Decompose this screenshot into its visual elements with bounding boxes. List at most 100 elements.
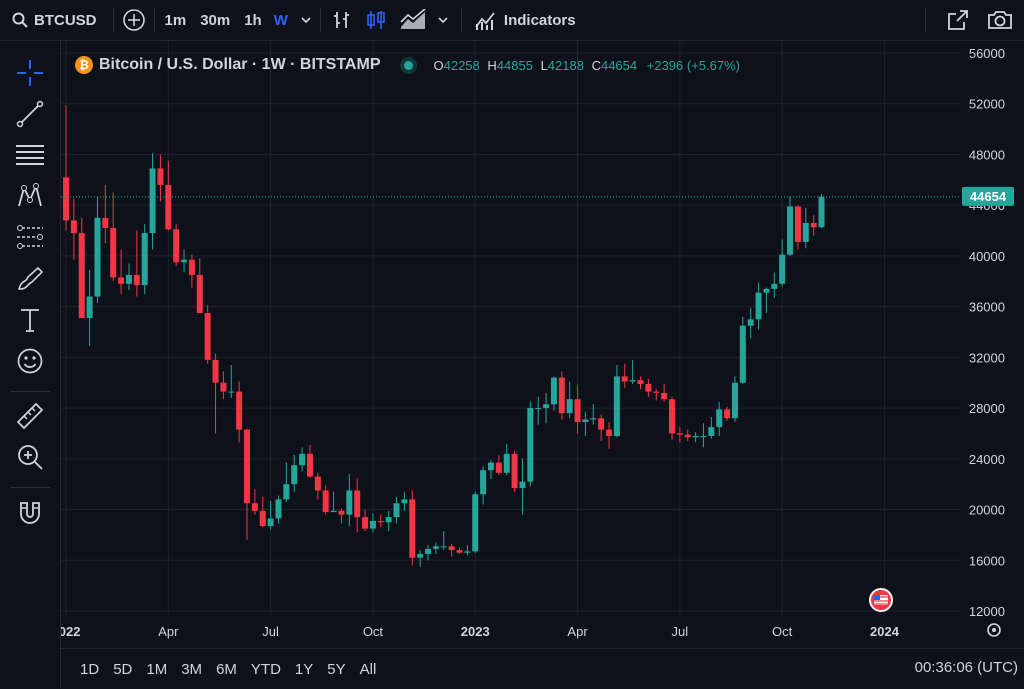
candle: [362, 509, 369, 532]
range-3m[interactable]: 3M: [181, 660, 203, 678]
zoom-tool[interactable]: [14, 441, 46, 473]
symbol-title[interactable]: Bitcoin / U.S. Dollar · 1W · BITSTAMP: [99, 56, 381, 73]
candle-body: [716, 409, 723, 428]
ruler-tool[interactable]: [14, 400, 46, 432]
bar-style-button[interactable]: [331, 0, 353, 40]
price-axis[interactable]: 5600052000480004400040000360003200028000…: [969, 46, 1005, 619]
interval-w[interactable]: W: [274, 0, 288, 40]
candle: [417, 550, 424, 567]
candle-body: [558, 377, 565, 414]
projection-tool[interactable]: [14, 221, 46, 253]
divider: [112, 8, 114, 32]
candle: [244, 428, 251, 540]
fib-tool[interactable]: [14, 139, 46, 171]
interval-1h[interactable]: 1h: [244, 0, 262, 40]
candle: [63, 104, 69, 231]
candle-body: [668, 399, 675, 434]
candle-body: [244, 429, 251, 504]
indicators-button[interactable]: Indicators: [474, 0, 576, 40]
candle-body: [519, 481, 526, 488]
trendline-tool[interactable]: [14, 98, 46, 130]
range-6m[interactable]: 6M: [216, 660, 237, 678]
candle: [684, 429, 691, 442]
candle: [393, 496, 400, 524]
range-1m[interactable]: 1M: [146, 660, 168, 678]
text-tool[interactable]: [14, 304, 46, 336]
candle-body: [275, 499, 282, 519]
chart-type-dropdown[interactable]: [437, 0, 449, 40]
candle-body: [574, 399, 581, 423]
divider: [10, 391, 50, 392]
candle: [700, 423, 707, 448]
magnet-tool[interactable]: [14, 497, 46, 529]
drawing-toolbar: [0, 41, 61, 688]
market-status-dot[interactable]: [404, 60, 414, 70]
candle-body: [409, 499, 416, 558]
y-tick-label: 20000: [969, 503, 1005, 518]
candle: [275, 495, 282, 524]
candle: [369, 513, 376, 533]
snapshot-button[interactable]: [986, 0, 1014, 40]
compare-button[interactable]: [122, 0, 146, 40]
pattern-tool[interactable]: [14, 180, 46, 212]
candle: [692, 432, 699, 443]
candle: [676, 427, 683, 443]
emoji-tool[interactable]: [14, 345, 46, 377]
candle-body: [417, 553, 424, 558]
candle: [110, 192, 117, 282]
candle: [621, 363, 628, 388]
fullscreen-icon: [948, 10, 968, 30]
candle: [70, 198, 77, 260]
candle-body: [779, 254, 786, 284]
us-flag-button[interactable]: [869, 588, 893, 612]
candle-body: [598, 418, 605, 430]
candle: [645, 378, 652, 397]
interval-30m[interactable]: 30m: [200, 0, 230, 40]
interval-1m[interactable]: 1m: [165, 0, 187, 40]
candle: [118, 249, 125, 294]
y-tick-label: 36000: [969, 300, 1005, 315]
candle: [409, 490, 416, 566]
range-ytd[interactable]: YTD: [250, 660, 281, 678]
symbol-search[interactable]: BTCUSD: [12, 0, 97, 40]
close-label: C: [591, 57, 601, 73]
range-1d[interactable]: 1D: [80, 660, 100, 678]
range-1y[interactable]: 1Y: [294, 660, 314, 678]
candle-body: [63, 177, 69, 221]
flag-canton: [874, 595, 880, 600]
candle: [377, 514, 384, 528]
price-chart[interactable]: 5600052000480004400040000360003200028000…: [61, 41, 1024, 647]
candle: [165, 160, 172, 231]
candle: [346, 474, 353, 527]
crosshair-tool[interactable]: [14, 57, 46, 89]
symbol-label: BTCUSD: [34, 11, 97, 29]
interval-dropdown[interactable]: [300, 0, 312, 40]
candle-body: [314, 476, 321, 491]
candle-body: [78, 233, 85, 319]
range-all[interactable]: All: [359, 660, 377, 678]
candle-body: [354, 490, 361, 518]
candles-button[interactable]: [365, 0, 387, 40]
candle: [550, 376, 557, 411]
area-button[interactable]: [399, 0, 427, 40]
candle-body: [133, 274, 140, 286]
x-tick-label: 2024: [870, 624, 900, 639]
fullscreen-button[interactable]: [946, 0, 970, 40]
time-axis[interactable]: 2022 Apr Jul Oct 2023 Apr Jul Oct 2024: [61, 624, 900, 639]
candle-body: [440, 546, 447, 548]
candle-body: [125, 274, 132, 284]
add-icon: [122, 9, 145, 31]
brush-tool[interactable]: [14, 263, 46, 295]
candle: [535, 396, 542, 425]
open-label: O: [433, 57, 444, 73]
candle: [566, 381, 573, 419]
candle-body: [629, 380, 636, 382]
range-5d[interactable]: 5D: [113, 660, 133, 678]
range-5y[interactable]: 5Y: [327, 660, 346, 678]
utc-clock[interactable]: 00:36:06 (UTC): [914, 659, 1018, 676]
axis-settings-button[interactable]: [987, 623, 1001, 637]
candles-layer: [63, 104, 825, 567]
candle: [519, 458, 526, 515]
candle-body: [251, 503, 258, 511]
divider: [460, 8, 462, 32]
